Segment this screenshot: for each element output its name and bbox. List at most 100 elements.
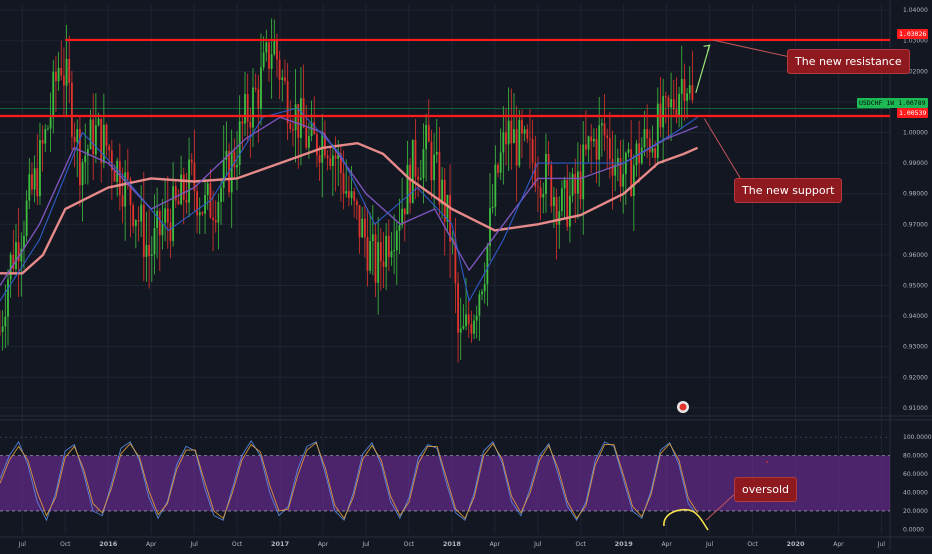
candle-body (257, 88, 260, 109)
candle-body (409, 164, 412, 203)
candle-body (438, 151, 441, 205)
candle-body (465, 314, 467, 327)
candle-body (110, 150, 113, 171)
candle-body (513, 129, 515, 144)
candle-body (161, 222, 164, 236)
time-axis-tick-label: Oct (576, 541, 587, 548)
candle-body (547, 153, 550, 166)
candle-body (531, 139, 534, 163)
candle-body (576, 171, 579, 194)
candle-body (441, 179, 443, 205)
candle-body (124, 172, 127, 207)
candle-body (339, 153, 342, 174)
candle-body (49, 117, 52, 129)
candle-body (643, 129, 646, 148)
candle-body (640, 147, 643, 164)
candle-body (486, 246, 489, 285)
candle-body (574, 173, 577, 194)
candle-body (31, 174, 33, 190)
candle-body (411, 139, 414, 203)
candle-body (316, 134, 318, 156)
candle-body (518, 119, 521, 166)
candle-body (470, 323, 473, 334)
candle-body (262, 52, 265, 68)
candle-body (545, 153, 547, 194)
candle-body (86, 148, 89, 156)
candle-body (305, 127, 308, 148)
event-marker-dot (679, 403, 687, 411)
candle-body (249, 121, 252, 128)
candle-body (132, 205, 135, 227)
candle-body (294, 104, 297, 131)
candle-body (206, 183, 209, 196)
candle-body (270, 54, 273, 69)
candle-body (284, 77, 286, 81)
candle-body (201, 212, 204, 214)
candle-body (507, 120, 510, 145)
candle-body (667, 97, 670, 108)
candle-body (97, 118, 100, 126)
candle-body (491, 207, 494, 209)
candle-body (68, 58, 71, 83)
candle-body (102, 124, 105, 163)
support-callout-text: The new support (742, 184, 835, 197)
candle-body (108, 146, 111, 151)
time-axis-tick-label: 2019 (615, 540, 634, 548)
candle-body (675, 109, 678, 116)
candle-body (265, 42, 268, 53)
candle-body (9, 254, 12, 280)
candle-body (401, 208, 404, 226)
candle-body (529, 138, 531, 140)
candle-body (113, 170, 116, 182)
candle-body (308, 136, 310, 148)
candle-body (422, 149, 425, 179)
candle-body (44, 129, 47, 144)
candle-body (419, 178, 422, 180)
price-axis-tick-label: 0.99000 (903, 160, 928, 167)
candle-body (571, 173, 574, 196)
candle-body (142, 204, 145, 257)
candle-body (350, 191, 353, 199)
time-axis-tick-label: Jul (533, 541, 542, 548)
candle-body (457, 283, 459, 333)
candle-body (71, 82, 73, 137)
resistance-price-tag: 1.03026 (897, 29, 929, 39)
symbol-label: USDCHF 1W (859, 99, 895, 107)
candle-body (521, 119, 523, 134)
time-axis-tick-label: 2017 (271, 540, 289, 548)
candle-body (459, 328, 462, 333)
candle-body (198, 212, 201, 216)
candle-body (427, 124, 430, 142)
price-axis-tick-label: 1.03000 (903, 38, 928, 45)
candle-body (566, 179, 569, 227)
marker-dot (766, 461, 768, 463)
candle-body (60, 67, 63, 76)
time-axis-tick-label: Apr (318, 541, 329, 548)
candle-body (688, 85, 691, 94)
candle-body (281, 77, 284, 80)
candle-body (539, 187, 542, 198)
time-axis-tick-label: Oct (60, 541, 71, 548)
candle-body (406, 164, 409, 215)
candle-body (329, 158, 332, 167)
candle-body (355, 200, 358, 206)
candle-body (25, 200, 28, 236)
resistance-connector (712, 39, 791, 58)
candle-body (129, 179, 132, 206)
candle-body (331, 155, 334, 167)
candle-body (505, 132, 507, 145)
candle-body (318, 155, 321, 163)
candle-body (587, 136, 590, 150)
candle-body (254, 87, 257, 89)
candle-body (555, 197, 558, 225)
candle-body (377, 242, 380, 283)
candle-body (36, 168, 39, 197)
trend-arrow-head (703, 44, 711, 52)
candle-body (300, 98, 302, 138)
candle-body (523, 129, 526, 134)
time-axis-tick-label: Jul (361, 541, 370, 548)
candle-body (78, 129, 81, 186)
candle-body (337, 153, 340, 159)
candle-body (632, 165, 635, 197)
